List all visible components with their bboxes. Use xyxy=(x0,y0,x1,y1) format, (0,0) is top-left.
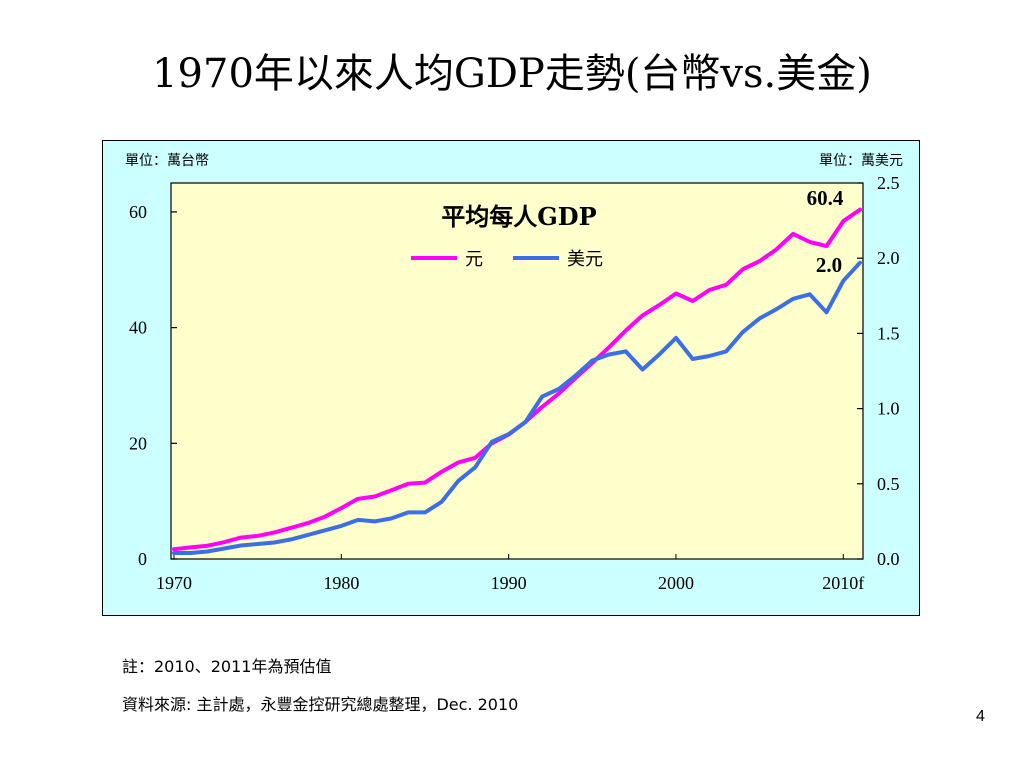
series-layer xyxy=(172,207,862,555)
left-unit-label: 單位：萬台幣 xyxy=(125,153,209,169)
right-axis-tick-label: 1.5 xyxy=(877,323,900,343)
page-number: 4 xyxy=(976,708,985,725)
footnote: 註：2010、2011年為預估值 xyxy=(122,657,332,676)
left-axis-tick-label: 60 xyxy=(129,202,147,222)
x-axis-tick-label: 2010f xyxy=(822,573,864,593)
plot-area xyxy=(170,182,864,560)
x-axis-tick-label: 2000 xyxy=(658,573,694,593)
right-axis-tick-label: 2.0 xyxy=(877,248,900,268)
x-axis-tick-label: 1990 xyxy=(491,573,527,593)
slide-title: 1970年以來人均GDP走勢(台幣vs.美金) xyxy=(152,51,872,97)
x-axis-tick-label: 1970 xyxy=(156,573,192,593)
left-axis-tick-label: 40 xyxy=(129,318,147,338)
x-axis-tick-label: 1980 xyxy=(323,573,359,593)
end-value-label: 2.0 xyxy=(816,253,842,277)
left-axis: 0 20 40 60 xyxy=(129,202,177,569)
right-axis-tick-label: 0.5 xyxy=(877,474,900,494)
source-note: 資料來源: 主計處，永豐金控研究總處整理，Dec. 2010 xyxy=(122,695,519,714)
left-axis-tick-label: 20 xyxy=(129,433,147,453)
gdp-line-chart: 0 20 40 60 0.0 0.5 1.0 1.5 2.0 2.5 1970 1980 1990 2… xyxy=(125,153,903,593)
legend-label: 美元 xyxy=(567,249,603,270)
right-unit-label: 單位：萬美元 xyxy=(819,153,903,169)
series-line-usd xyxy=(172,260,862,555)
right-axis: 0.0 0.5 1.0 1.5 2.0 2.5 xyxy=(857,173,900,569)
chart-frame: 0 20 40 60 0.0 0.5 1.0 1.5 2.0 2.5 1970 1980 1990 2… xyxy=(102,140,920,616)
left-axis-tick-label: 0 xyxy=(138,549,147,569)
legend-label: 元 xyxy=(465,249,483,270)
right-axis-tick-label: 0.0 xyxy=(877,549,900,569)
x-axis: 1970 1980 1990 2000 2010f xyxy=(156,554,864,593)
right-axis-tick-label: 2.5 xyxy=(877,173,900,193)
chart-title: 平均每人GDP xyxy=(441,202,596,231)
end-value-label: 60.4 xyxy=(807,186,844,210)
right-axis-tick-label: 1.0 xyxy=(877,399,900,419)
